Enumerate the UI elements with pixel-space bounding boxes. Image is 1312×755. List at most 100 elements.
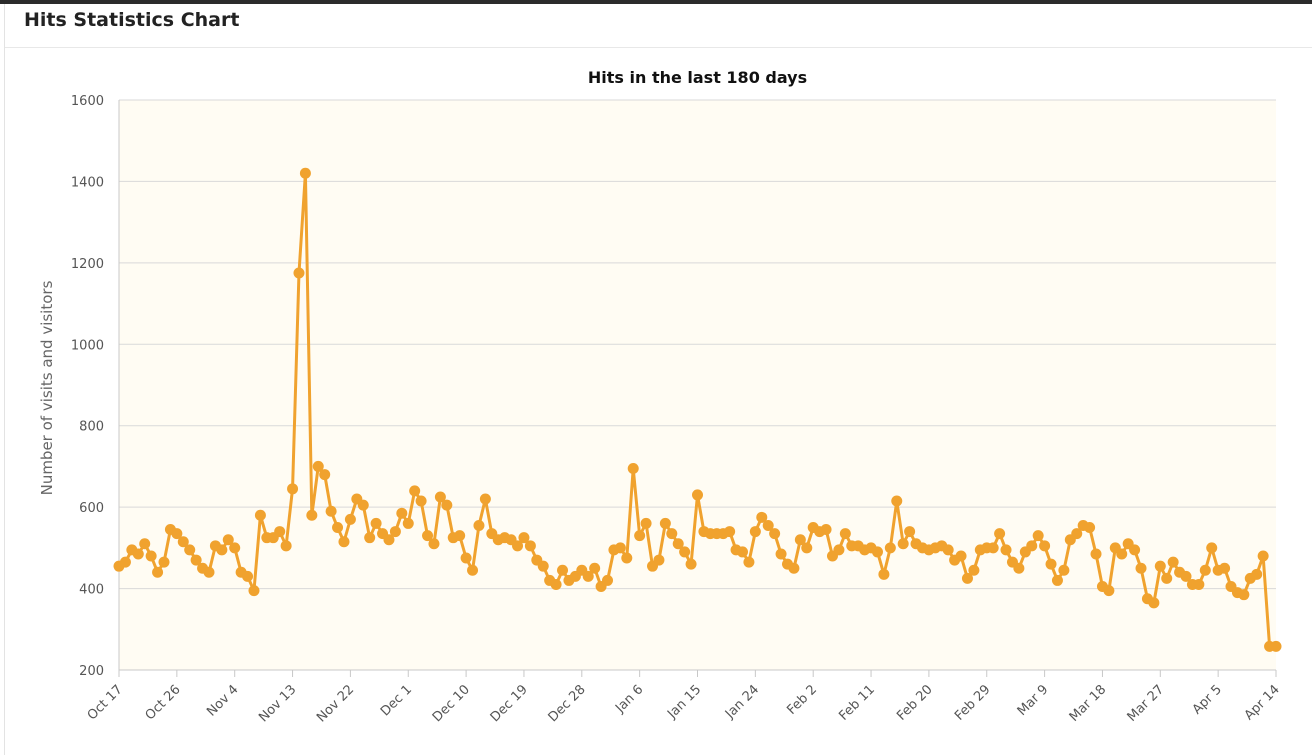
data-point[interactable] xyxy=(762,519,774,531)
data-point[interactable] xyxy=(550,579,562,590)
data-point[interactable] xyxy=(280,540,292,552)
data-point[interactable] xyxy=(1238,589,1250,601)
data-point[interactable] xyxy=(370,517,382,529)
data-point[interactable] xyxy=(1154,560,1166,572)
data-point[interactable] xyxy=(621,552,633,564)
data-point[interactable] xyxy=(1000,544,1012,556)
data-point[interactable] xyxy=(1084,522,1096,533)
data-point[interactable] xyxy=(177,536,189,548)
data-point[interactable] xyxy=(634,530,646,542)
data-point[interactable] xyxy=(672,538,684,550)
data-point[interactable] xyxy=(473,519,485,531)
data-point[interactable] xyxy=(383,534,395,546)
data-point[interactable] xyxy=(299,167,311,179)
data-point[interactable] xyxy=(1219,562,1231,574)
data-point[interactable] xyxy=(582,570,594,582)
data-point[interactable] xyxy=(1193,579,1205,590)
data-point[interactable] xyxy=(524,540,536,552)
data-point[interactable] xyxy=(389,526,401,538)
data-point[interactable] xyxy=(961,572,973,584)
data-point[interactable] xyxy=(454,530,466,542)
data-point[interactable] xyxy=(287,483,299,495)
data-point[interactable] xyxy=(968,564,980,576)
data-point[interactable] xyxy=(1058,564,1070,576)
data-point[interactable] xyxy=(987,542,999,554)
data-point[interactable] xyxy=(467,564,479,576)
data-point[interactable] xyxy=(1167,556,1179,568)
data-point[interactable] xyxy=(357,499,369,511)
data-point[interactable] xyxy=(293,267,305,279)
data-point[interactable] xyxy=(1161,572,1173,584)
data-point[interactable] xyxy=(338,536,350,548)
data-point[interactable] xyxy=(904,526,916,538)
data-point[interactable] xyxy=(312,460,324,472)
data-point[interactable] xyxy=(878,568,890,580)
data-point[interactable] xyxy=(203,566,215,578)
data-point[interactable] xyxy=(891,495,903,507)
data-point[interactable] xyxy=(1199,564,1211,576)
data-point[interactable] xyxy=(666,528,678,540)
data-point[interactable] xyxy=(364,532,376,544)
data-point[interactable] xyxy=(833,544,845,556)
data-point[interactable] xyxy=(152,566,164,578)
data-point[interactable] xyxy=(274,526,286,538)
data-point[interactable] xyxy=(415,495,427,507)
data-point[interactable] xyxy=(1013,562,1025,574)
data-point[interactable] xyxy=(1026,540,1038,552)
data-point[interactable] xyxy=(627,462,639,474)
data-point[interactable] xyxy=(994,528,1006,540)
data-point[interactable] xyxy=(460,552,472,564)
data-point[interactable] xyxy=(242,570,254,582)
data-point[interactable] xyxy=(942,544,954,556)
data-point[interactable] xyxy=(1103,585,1115,597)
data-point[interactable] xyxy=(222,534,234,546)
data-point[interactable] xyxy=(589,562,601,574)
data-point[interactable] xyxy=(344,513,356,525)
data-point[interactable] xyxy=(820,524,832,536)
data-point[interactable] xyxy=(512,540,524,552)
data-point[interactable] xyxy=(171,528,183,540)
data-point[interactable] xyxy=(132,548,144,560)
data-point[interactable] xyxy=(248,585,260,597)
data-point[interactable] xyxy=(788,562,800,574)
data-point[interactable] xyxy=(653,554,665,566)
data-point[interactable] xyxy=(794,534,806,546)
data-point[interactable] xyxy=(145,550,157,562)
data-point[interactable] xyxy=(1206,542,1218,554)
data-point[interactable] xyxy=(1251,568,1263,580)
data-point[interactable] xyxy=(724,526,736,538)
data-point[interactable] xyxy=(679,546,691,558)
data-point[interactable] xyxy=(1071,528,1083,540)
data-point[interactable] xyxy=(1257,550,1269,562)
data-point[interactable] xyxy=(692,489,703,501)
data-point[interactable] xyxy=(1135,562,1147,574)
data-point[interactable] xyxy=(158,556,170,568)
data-point[interactable] xyxy=(537,560,549,572)
data-point[interactable] xyxy=(1090,548,1102,560)
data-point[interactable] xyxy=(409,485,421,497)
data-point[interactable] xyxy=(602,574,614,586)
data-point[interactable] xyxy=(319,469,331,481)
data-point[interactable] xyxy=(756,511,768,523)
data-point[interactable] xyxy=(640,517,652,529)
data-point[interactable] xyxy=(190,554,202,566)
data-point[interactable] xyxy=(897,538,909,550)
data-point[interactable] xyxy=(332,522,344,533)
data-point[interactable] xyxy=(216,544,228,556)
data-point[interactable] xyxy=(1032,530,1044,542)
data-point[interactable] xyxy=(614,542,626,554)
data-point[interactable] xyxy=(422,530,434,542)
data-point[interactable] xyxy=(801,542,813,554)
data-point[interactable] xyxy=(749,526,761,538)
data-point[interactable] xyxy=(1039,540,1051,552)
data-point[interactable] xyxy=(479,493,491,505)
data-point[interactable] xyxy=(184,544,196,556)
data-point[interactable] xyxy=(306,509,318,521)
data-point[interactable] xyxy=(557,564,569,576)
data-point[interactable] xyxy=(685,558,697,570)
data-point[interactable] xyxy=(396,507,408,519)
data-point[interactable] xyxy=(434,491,446,503)
data-point[interactable] xyxy=(1148,597,1160,609)
data-point[interactable] xyxy=(769,528,781,540)
data-point[interactable] xyxy=(659,517,671,529)
